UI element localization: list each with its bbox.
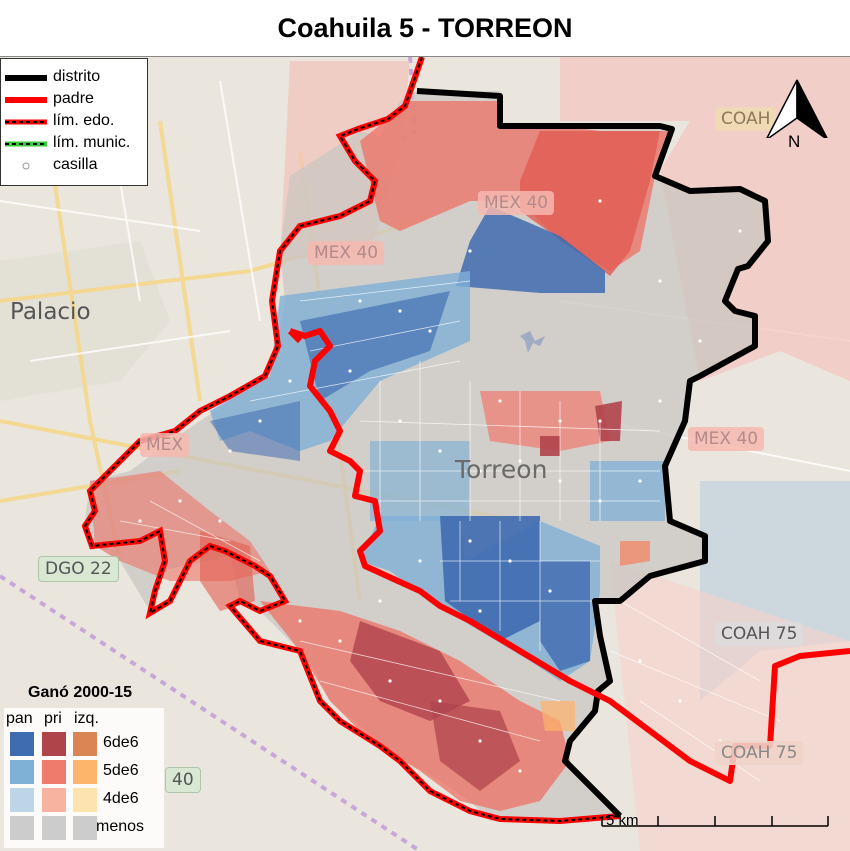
- road-badge-mex40: MEX 40: [308, 241, 385, 265]
- road-badge-mex40: MEX 40: [688, 427, 765, 451]
- swatch-pri-5de6: [42, 760, 66, 784]
- row-label-6de6: 6de6: [103, 734, 139, 751]
- legend-item-lim-munic: lím. munic.: [5, 134, 131, 151]
- road-badge-coah75: COAH 75: [715, 622, 804, 646]
- swatch-pan-6de6: [10, 732, 34, 756]
- map-canvas: [0, 57, 850, 851]
- scale-label: 5 km: [606, 812, 639, 829]
- swatch-izq-4de6: [73, 788, 97, 812]
- col-header-pan: pan: [6, 710, 33, 727]
- road-badge-40: 40: [165, 767, 201, 793]
- swatch-izq-5de6: [73, 760, 97, 784]
- row-label-menos: menos: [96, 818, 145, 835]
- place-label-palacio: Palacio: [10, 299, 91, 325]
- road-badge-coah: COAH: [715, 107, 777, 131]
- place-label-torreon: Torreon: [455, 455, 548, 484]
- road-badge-coah75: COAH 75: [715, 741, 804, 765]
- swatch-pri-4de6: [42, 788, 66, 812]
- swatch-pri-6de6: [42, 732, 66, 756]
- map-title: Coahuila 5 - TORREON: [277, 12, 573, 43]
- swatch-izq-6de6: [73, 732, 97, 756]
- legend-item-distrito: distrito: [5, 68, 101, 85]
- road-badge-mex: MEX: [140, 433, 190, 457]
- legend-item-padre: padre: [5, 90, 94, 107]
- legend-item-lim-edo: lím. edo.: [5, 112, 115, 129]
- winner-legend: Ganó 2000-15 pan pri izq. 6de6 5de6 4de6…: [0, 682, 170, 850]
- row-label-4de6: 4de6: [103, 790, 139, 807]
- swatch-pan-5de6: [10, 760, 34, 784]
- swatch-pri-menos: [42, 816, 66, 840]
- scale-bar: 5 km: [600, 810, 830, 840]
- north-arrow: N: [762, 78, 832, 158]
- swatch-pan-menos: [10, 816, 34, 840]
- road-badge-dgo22: DGO 22: [38, 556, 119, 582]
- map-area[interactable]: Palacio Torreon MEX 40 MEX 40 MEX 40 MEX…: [0, 56, 850, 851]
- north-arrow-icon: [765, 79, 829, 141]
- road-badge-mex40: MEX 40: [478, 191, 555, 215]
- scale-bar-graphic: [601, 816, 829, 827]
- swatch-izq-menos: [73, 816, 97, 840]
- row-label-5de6: 5de6: [103, 762, 139, 779]
- col-header-pri: pri: [44, 710, 62, 727]
- swatch-pan-4de6: [10, 788, 34, 812]
- map-legend: distrito padre lím. edo. lím. munic. cas…: [0, 58, 148, 186]
- col-header-izq: izq.: [74, 710, 99, 727]
- legend-item-casilla: casilla: [1, 155, 149, 177]
- winner-legend-title: Ganó 2000-15: [28, 684, 133, 701]
- north-label: N: [788, 132, 801, 151]
